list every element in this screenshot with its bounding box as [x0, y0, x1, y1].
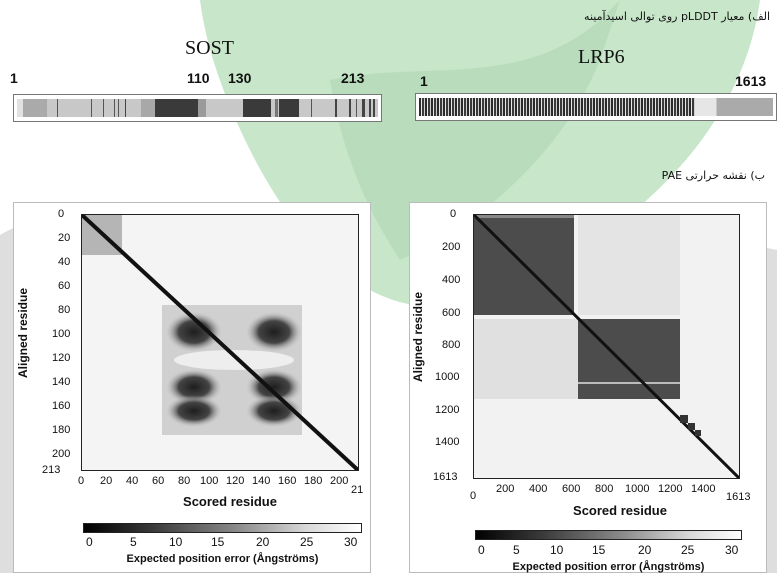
- sost-colorbar-tick: 25: [300, 535, 314, 549]
- sost-colorbar-tick: 0: [86, 535, 93, 549]
- lrp6-colorbar-tick: 15: [592, 543, 606, 557]
- lrp6-x-tick: 1200: [658, 483, 683, 495]
- lrp6-y-axis-title: Aligned residue: [411, 291, 425, 382]
- sost-pae-heatmap: [81, 214, 359, 471]
- lrp6-y-tick: 1200: [435, 404, 460, 416]
- lrp6-x-tick: 1000: [625, 483, 650, 495]
- lrp6-x-axis-title: Scored residue: [573, 503, 667, 518]
- lrp6-y-tick: 1613: [433, 471, 458, 483]
- sost-x-tick: 180: [304, 475, 323, 487]
- lrp6-colorbar-tick: 10: [550, 543, 564, 557]
- sost-label-110: 110: [187, 70, 210, 86]
- lrp6-pae-image: [474, 215, 739, 478]
- caption-b: ب) نقشه حرارتی PAE: [661, 169, 765, 182]
- sost-colorbar-tick: 10: [169, 535, 183, 549]
- lrp6-y-tick: 0: [450, 208, 457, 220]
- lrp6-x-tick: 0: [470, 490, 477, 502]
- sost-x-tick: 40: [126, 475, 139, 487]
- sost-y-tick: 20: [58, 232, 71, 244]
- sost-colorbar-tick: 5: [130, 535, 137, 549]
- sost-colorbar-title: Expected position error (Ångströms): [126, 553, 319, 565]
- sost-y-tick: 120: [52, 352, 71, 364]
- sost-y-tick: 0: [58, 208, 65, 220]
- lrp6-colorbar: [475, 530, 742, 540]
- lrp6-y-tick: 1400: [435, 436, 460, 448]
- lrp6-y-tick: 400: [442, 274, 461, 286]
- sost-x-tick: 0: [78, 475, 85, 487]
- sost-label-end: 213: [341, 70, 365, 86]
- caption-a: الف) معیار pLDDT روی توالی اسیدآمینه: [584, 10, 770, 23]
- lrp6-plddt-strip: [415, 93, 777, 121]
- lrp6-label-end: 1613: [735, 73, 767, 89]
- lrp6-colorbar-tick: 20: [638, 543, 652, 557]
- sost-colorbar-tick: 15: [211, 535, 225, 549]
- sost-y-tick: 80: [58, 304, 71, 316]
- sost-y-tick: 213: [42, 464, 61, 476]
- sost-x-tick: 120: [226, 475, 245, 487]
- lrp6-label-start: 1: [420, 73, 428, 89]
- sost-label-start: 1: [10, 70, 18, 86]
- lrp6-x-tick: 200: [496, 483, 515, 495]
- sost-y-tick: 40: [58, 256, 71, 268]
- lrp6-colorbar-tick: 0: [478, 543, 485, 557]
- lrp6-x-tick: 1400: [691, 483, 716, 495]
- lrp6-y-tick: 800: [442, 339, 461, 351]
- sost-label-130: 130: [228, 70, 252, 86]
- sost-y-axis-title: Aligned residue: [16, 287, 30, 378]
- sost-x-tick: 200: [330, 475, 349, 487]
- sost-x-tick: 20: [100, 475, 113, 487]
- sost-x-tick: 80: [178, 475, 191, 487]
- lrp6-plddt-bar: [419, 98, 773, 116]
- lrp6-colorbar-tick: 25: [681, 543, 695, 557]
- sost-y-tick: 100: [52, 328, 71, 340]
- sost-title: SOST: [185, 37, 234, 59]
- lrp6-x-tick: 400: [529, 483, 548, 495]
- lrp6-x-tick: 800: [595, 483, 614, 495]
- lrp6-x-tick: 600: [562, 483, 581, 495]
- sost-y-tick: 180: [52, 424, 71, 436]
- lrp6-colorbar-tick: 5: [513, 543, 520, 557]
- sost-x-tick: 160: [278, 475, 297, 487]
- sost-colorbar: [83, 523, 362, 533]
- sost-y-tick: 140: [52, 376, 71, 388]
- sost-y-tick: 200: [52, 448, 71, 460]
- lrp6-x-tick: 1613: [726, 491, 751, 503]
- lrp6-y-tick: 1000: [435, 371, 460, 383]
- lrp6-pae-heatmap: [473, 214, 740, 479]
- sost-y-tick: 60: [58, 280, 71, 292]
- sost-colorbar-tick: 20: [256, 535, 270, 549]
- lrp6-y-tick: 200: [442, 241, 461, 253]
- sost-x-axis-title: Scored residue: [183, 494, 277, 509]
- sost-x-tick: 21: [351, 484, 364, 496]
- sost-x-tick: 100: [200, 475, 219, 487]
- lrp6-colorbar-tick: 30: [725, 543, 739, 557]
- lrp6-y-tick: 600: [442, 307, 461, 319]
- sost-y-tick: 160: [52, 400, 71, 412]
- sost-x-tick: 140: [252, 475, 271, 487]
- sost-plddt-bar: [17, 99, 378, 117]
- sost-colorbar-tick: 30: [344, 535, 358, 549]
- lrp6-title: LRP6: [578, 46, 625, 68]
- sost-x-tick: 60: [152, 475, 165, 487]
- lrp6-colorbar-title: Expected position error (Ångströms): [512, 561, 705, 573]
- sost-plddt-strip: [13, 94, 382, 122]
- sost-pae-image: [82, 215, 358, 470]
